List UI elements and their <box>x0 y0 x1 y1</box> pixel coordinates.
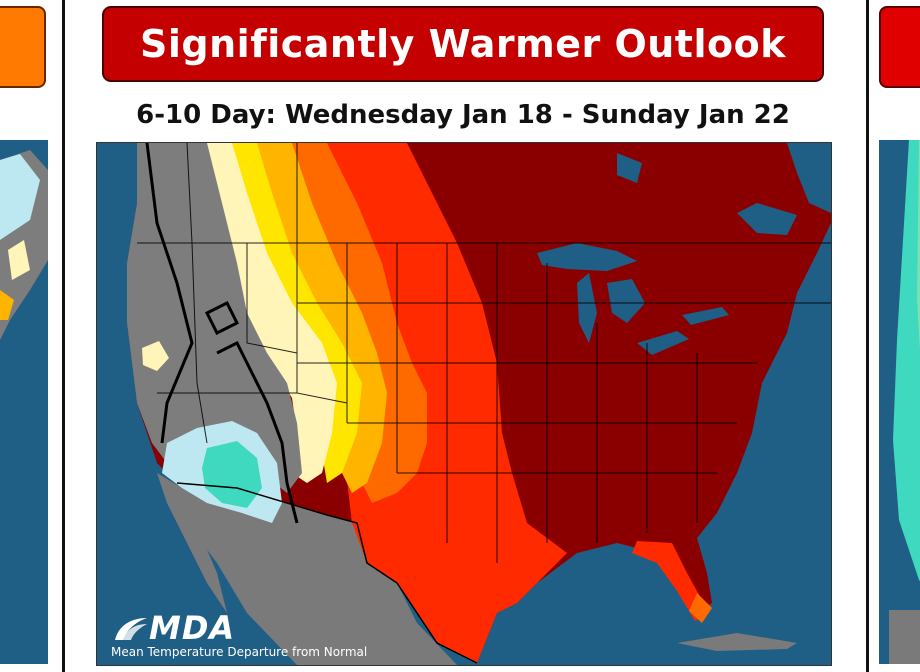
lake-ontario <box>682 307 729 325</box>
outlook-title: Significantly Warmer Outlook <box>140 22 786 66</box>
map-svg <box>97 143 831 665</box>
right-neighbor-banner <box>879 6 920 88</box>
right-neighbor-map <box>879 140 920 664</box>
cuba <box>677 633 797 651</box>
lake-huron <box>607 279 645 323</box>
left-neighbor-banner <box>0 6 46 88</box>
left-neighbor-map <box>0 140 48 664</box>
mda-logo: MDA <box>113 609 235 647</box>
title-banner: Significantly Warmer Outlook <box>102 6 824 82</box>
near-normal-region <box>127 143 302 493</box>
mexico-land <box>177 483 457 665</box>
gulf-st-lawrence <box>737 203 797 235</box>
northeast-water <box>787 143 831 213</box>
lake-michigan <box>577 273 597 343</box>
state-borders <box>137 143 831 563</box>
lake-nipigon <box>617 153 642 183</box>
mda-swoosh-icon <box>115 618 147 640</box>
lake-superior <box>537 243 637 271</box>
baja-peninsula <box>157 473 227 613</box>
pale-spot <box>142 341 169 371</box>
map-caption: Mean Temperature Departure from Normal <box>111 645 368 659</box>
left-neighbor-panel <box>0 0 65 672</box>
temperature-map: MDA Mean Temperature Departure from Norm… <box>96 142 832 666</box>
florida-tip-orange <box>689 593 712 623</box>
right-neighbor-panel <box>866 0 920 672</box>
lake-erie <box>637 331 689 355</box>
florida-red <box>632 541 709 621</box>
us-mexico-border <box>176 482 478 664</box>
date-range-label: 6-10 Day: Wednesday Jan 18 - Sunday Jan … <box>136 100 790 130</box>
logo-text: MDA <box>149 609 236 647</box>
contour-lines <box>145 143 299 524</box>
outlook-panel: Significantly Warmer Outlook 6-10 Day: W… <box>86 0 840 672</box>
slightly-above-region <box>197 143 337 483</box>
